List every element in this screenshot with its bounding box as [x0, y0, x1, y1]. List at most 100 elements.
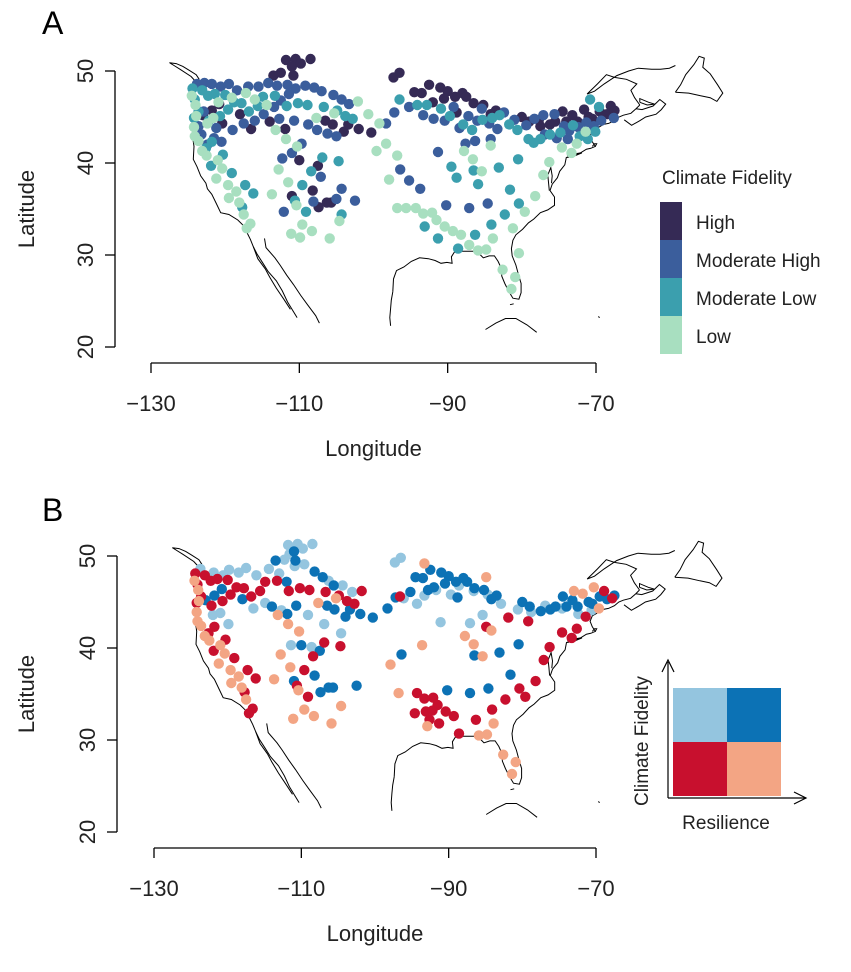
- point-low: [363, 109, 374, 120]
- point-low-fidelity-high-resilience: [225, 664, 236, 676]
- point-high-fidelity-high-resilience: [483, 683, 494, 694]
- scatter-points-a: [186, 53, 620, 295]
- x-tick-label: −90: [429, 391, 466, 416]
- bivariate-y-label: Climate Fidelity: [632, 676, 653, 806]
- point-moderate-low: [292, 98, 304, 109]
- point-low-fidelity-high-resilience: [282, 618, 294, 630]
- coastline-path: [674, 540, 723, 588]
- point-moderate-low: [333, 156, 344, 167]
- point-low-fidelity-low-resilience: [206, 600, 217, 611]
- point-low: [458, 145, 470, 157]
- legend-swatch: [660, 316, 682, 354]
- y-tick-label: 30: [75, 728, 100, 752]
- point-moderate-low: [297, 179, 308, 191]
- point-low-fidelity-high-resilience: [293, 626, 305, 637]
- point-low: [447, 225, 459, 237]
- x-tick-label: −110: [277, 876, 325, 901]
- point-low: [507, 223, 519, 234]
- point-moderate-low: [317, 152, 328, 163]
- point-moderate-low: [412, 99, 423, 111]
- coastline-path: [169, 62, 200, 84]
- point-high-fidelity-high-resilience: [317, 572, 328, 583]
- point-moderate-high: [403, 101, 415, 113]
- point-low: [208, 112, 219, 124]
- point-high-fidelity-low-resilience: [207, 609, 219, 621]
- point-moderate-high: [538, 110, 549, 121]
- point-high-fidelity-high-resilience: [452, 592, 463, 603]
- point-high: [307, 185, 318, 196]
- point-low: [334, 215, 345, 227]
- point-low-fidelity-low-resilience: [320, 586, 331, 598]
- point-low-fidelity-low-resilience: [538, 654, 549, 666]
- point-high-fidelity-low-resilience: [285, 640, 297, 651]
- point-low: [193, 135, 204, 147]
- point-low-fidelity-low-resilience: [500, 694, 511, 705]
- point-high-fidelity-high-resilience: [367, 612, 378, 623]
- point-low: [472, 245, 484, 256]
- point-high: [234, 109, 246, 120]
- point-moderate-low: [226, 167, 237, 179]
- point-high-fidelity-high-resilience: [567, 595, 578, 606]
- point-high-fidelity-low-resilience: [263, 563, 275, 575]
- point-low-fidelity-low-resilience: [212, 573, 223, 585]
- point-low: [212, 155, 223, 166]
- y-tick-label: 40: [73, 151, 98, 175]
- point-moderate-high: [428, 113, 439, 125]
- panel-label-a: A: [42, 5, 64, 41]
- point-high-fidelity-low-resilience: [306, 641, 317, 653]
- point-moderate-low: [493, 162, 504, 173]
- y-tick-label: 40: [75, 636, 100, 660]
- coastline-path: [623, 98, 667, 126]
- point-moderate-high: [238, 118, 249, 129]
- point-high-fidelity-low-resilience: [477, 609, 488, 621]
- point-high-fidelity-high-resilience: [478, 584, 490, 596]
- point-moderate-low: [269, 90, 281, 102]
- point-moderate-low: [469, 229, 481, 240]
- point-moderate-low: [466, 124, 478, 136]
- point-low: [266, 189, 278, 200]
- point-low-fidelity-high-resilience: [293, 685, 304, 696]
- point-high-fidelity-high-resilience: [309, 670, 320, 681]
- point-low-fidelity-low-resilience: [335, 641, 346, 652]
- point-low-fidelity-high-resilience: [240, 694, 252, 705]
- point-low-fidelity-high-resilience: [219, 648, 230, 659]
- point-low-fidelity-low-resilience: [433, 718, 445, 729]
- point-high-fidelity-high-resilience: [410, 572, 421, 583]
- point-moderate-high: [316, 86, 327, 97]
- point-low-fidelity-low-resilience: [520, 691, 531, 702]
- coastline-path: [172, 547, 203, 569]
- coastline-path: [597, 801, 600, 804]
- point-low: [234, 197, 245, 208]
- point-low-fidelity-low-resilience: [225, 589, 236, 600]
- point-low: [431, 214, 442, 226]
- point-moderate-high: [300, 80, 311, 91]
- point-low-fidelity-high-resilience: [191, 606, 202, 618]
- point-moderate-high: [331, 131, 342, 142]
- point-high-fidelity-high-resilience: [209, 590, 220, 601]
- point-moderate-low: [306, 166, 317, 177]
- point-moderate-high: [469, 135, 481, 147]
- point-moderate-high: [343, 98, 355, 110]
- coastline-path: [639, 582, 655, 591]
- point-high-fidelity-low-resilience: [297, 543, 308, 554]
- point-high: [294, 155, 305, 166]
- point-moderate-high: [549, 109, 560, 120]
- point-moderate-low: [240, 179, 251, 191]
- point-low: [283, 177, 294, 188]
- point-low-fidelity-high-resilience: [477, 651, 488, 662]
- point-high-fidelity-high-resilience: [382, 603, 393, 614]
- point-low: [439, 221, 450, 232]
- point-high-fidelity-high-resilience: [557, 591, 569, 602]
- point-high-fidelity-high-resilience: [321, 600, 333, 611]
- point-moderate-low: [512, 124, 523, 136]
- coastline-path: [547, 650, 554, 676]
- point-moderate-high: [482, 198, 493, 209]
- point-high-fidelity-high-resilience: [442, 685, 453, 696]
- point-high-fidelity-low-resilience: [223, 564, 235, 575]
- point-low-fidelity-low-resilience: [598, 585, 610, 597]
- point-high-fidelity-low-resilience: [299, 559, 310, 570]
- point-moderate-low: [243, 106, 255, 117]
- point-moderate-high: [596, 115, 607, 126]
- axes-a: 20 30 40 50 Latitude −130 −110 −90 −70 Longitude: [14, 59, 615, 461]
- point-low: [186, 90, 197, 102]
